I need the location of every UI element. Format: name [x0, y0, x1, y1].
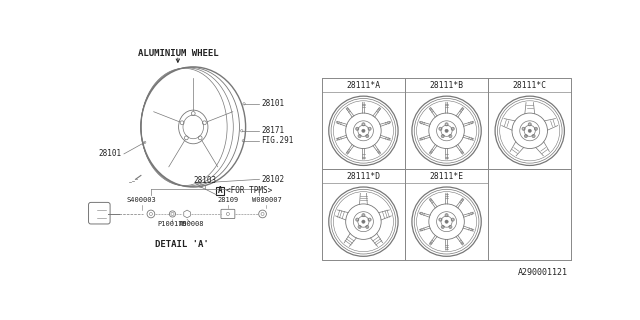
Text: <FOR TPMS>: <FOR TPMS>	[227, 186, 273, 195]
Text: 28111*C: 28111*C	[513, 81, 547, 90]
Text: A: A	[218, 186, 223, 195]
Text: N60008: N60008	[178, 220, 204, 227]
Text: A290001121: A290001121	[518, 268, 568, 277]
Text: 28111*B: 28111*B	[429, 81, 463, 90]
Text: S400003: S400003	[127, 197, 157, 204]
Text: 28111*A: 28111*A	[346, 81, 381, 90]
Text: 28109: 28109	[217, 197, 239, 204]
Text: 28101: 28101	[261, 99, 284, 108]
Text: 28171: 28171	[261, 126, 284, 135]
Text: 28102: 28102	[261, 175, 284, 184]
Text: FIG.291: FIG.291	[261, 136, 293, 145]
Text: 28111*E: 28111*E	[429, 172, 463, 181]
Circle shape	[362, 129, 365, 132]
Text: ALUMINIUM WHEEL: ALUMINIUM WHEEL	[138, 49, 218, 58]
Text: P100179: P100179	[157, 220, 188, 227]
Bar	[216, 187, 224, 195]
Text: 28101: 28101	[99, 149, 122, 158]
Circle shape	[362, 220, 365, 223]
Circle shape	[445, 129, 448, 132]
Text: 28103: 28103	[193, 176, 216, 185]
Text: 28111*D: 28111*D	[346, 172, 381, 181]
Circle shape	[445, 220, 448, 223]
Text: W080007: W080007	[252, 197, 281, 204]
Text: DETAIL 'A': DETAIL 'A'	[155, 240, 209, 249]
Circle shape	[528, 129, 531, 132]
